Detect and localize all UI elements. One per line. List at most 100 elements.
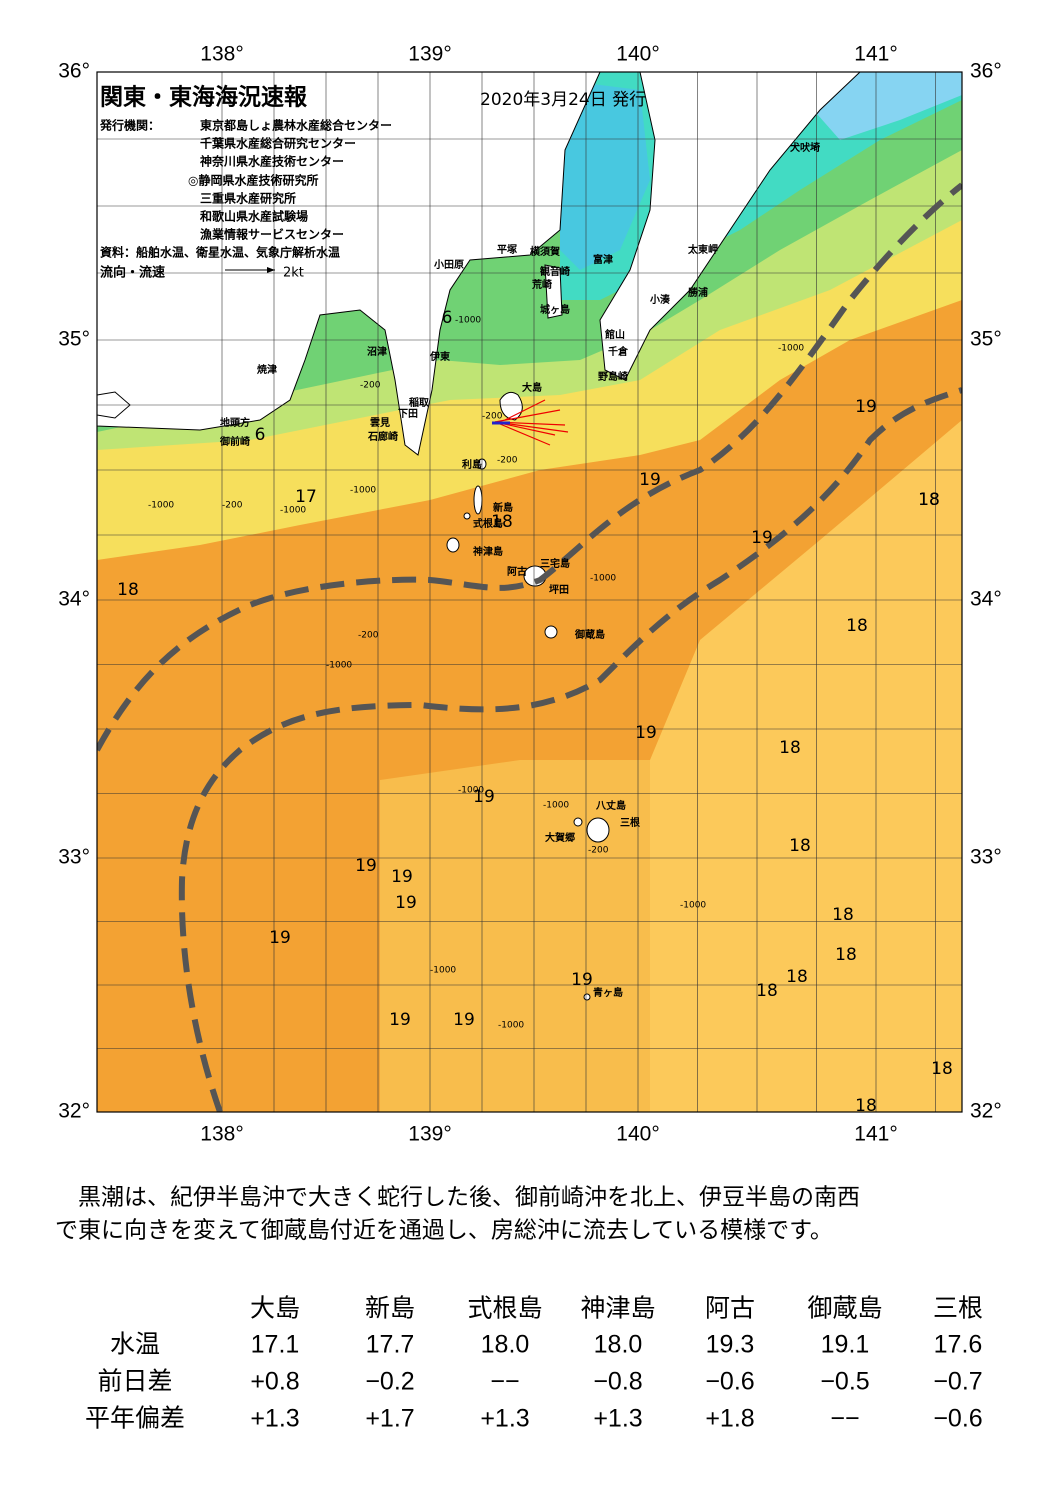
place-label: 阿古 <box>507 565 527 578</box>
isotherm-label: 18 <box>855 1096 877 1116</box>
table-cell: −0.6 <box>933 1405 982 1433</box>
table-cell: −0.7 <box>933 1368 982 1396</box>
place-label: 八丈島 <box>595 799 626 812</box>
lat-label-right: 35° <box>970 328 1002 351</box>
lon-label-bottom: 138° <box>200 1123 243 1146</box>
table-header: 新島 <box>365 1295 415 1323</box>
lon-label-top: 139° <box>408 43 451 66</box>
depth-label: -200 <box>482 412 503 422</box>
isotherm-label: 18 <box>117 580 139 600</box>
place-label: 太東岬 <box>687 243 718 256</box>
land <box>97 72 861 1001</box>
place-label: 小田原 <box>433 258 464 271</box>
place-label: 城ヶ島 <box>540 303 570 316</box>
isotherm-label: 17 <box>295 487 317 507</box>
isotherm-label: 18 <box>832 905 854 925</box>
place-label: 野島崎 <box>598 370 628 383</box>
place-label: 大賀郷 <box>545 831 575 844</box>
map-frame <box>96 71 963 1113</box>
depth-label: -1000 <box>498 1021 524 1031</box>
depth-label: -200 <box>497 456 518 466</box>
place-label: 荒崎 <box>531 278 552 291</box>
table-header: 式根島 <box>467 1295 542 1323</box>
isotherm-label: 18 <box>789 836 811 856</box>
place-label: 観音崎 <box>540 265 570 278</box>
lat-label-left: 34° <box>58 588 90 611</box>
table-cell: −0.8 <box>593 1368 642 1396</box>
isotherm-label: 19 <box>635 723 657 743</box>
lon-label-bottom: 140° <box>616 1123 659 1146</box>
table-cell: −0.6 <box>705 1368 754 1396</box>
graticule <box>97 72 962 1112</box>
title: 関東・東海海況速報 <box>100 84 308 111</box>
depth-label: -1000 <box>680 901 706 911</box>
place-label: 横須賀 <box>530 245 560 258</box>
isotherm-label: 19 <box>395 893 417 913</box>
place-label: 千倉 <box>608 345 629 358</box>
kuroshio-axis <box>97 182 962 1112</box>
lat-label-right: 32° <box>970 1100 1002 1123</box>
issuer: 和歌山県水産試験場 <box>199 209 308 224</box>
lat-label-right: 36° <box>970 60 1002 83</box>
table-header: 阿古 <box>705 1295 755 1323</box>
isotherm-label: 6 <box>442 308 453 328</box>
isotherm-label: 19 <box>571 970 593 990</box>
isotherm-label: 19 <box>473 787 495 807</box>
isotherm-label: 19 <box>389 1010 411 1030</box>
depth-label: -200 <box>360 381 381 391</box>
isotherm-label: 19 <box>855 397 877 417</box>
depth-label: -1000 <box>350 486 376 496</box>
place-label: 坪田 <box>549 583 569 596</box>
place-label: 神津島 <box>473 545 503 558</box>
lon-label-bottom: 141° <box>854 1123 897 1146</box>
place-label: 館山 <box>604 328 625 341</box>
sources: 資料：船舶水温、衛星水温、気象庁解析水温 <box>100 245 340 260</box>
issuer: 三重県水産研究所 <box>200 191 296 206</box>
isotherm-label: 18 <box>491 512 513 532</box>
legend-arrowhead <box>267 267 275 273</box>
issuer: 漁業情報サービスセンター <box>200 227 344 242</box>
depth-label: -1000 <box>148 501 174 511</box>
place-label: 大島 <box>522 381 542 394</box>
place-label: 沼津 <box>367 345 387 358</box>
place-label: 勝浦 <box>688 286 708 299</box>
row-label: 水温 <box>110 1331 160 1359</box>
depth-label: -1000 <box>458 786 484 796</box>
table-cell: −0.5 <box>820 1368 869 1396</box>
issuer-label: 発行機関： <box>99 118 160 133</box>
depth-label: -1000 <box>280 506 306 516</box>
current-vectors <box>492 399 569 446</box>
table-cell: +1.3 <box>250 1405 299 1433</box>
issuer: ◎静岡県水産技術研究所 <box>188 173 318 188</box>
place-label: 式根島 <box>473 517 503 530</box>
place-label: 犬吠埼 <box>790 141 820 154</box>
depth-label: -1000 <box>455 316 481 326</box>
place-label: 小湊 <box>649 293 671 306</box>
place-label: 地頭方 <box>220 416 250 429</box>
table-cell: −− <box>490 1368 519 1396</box>
lat-label-left: 36° <box>58 60 90 83</box>
table-cell: +1.7 <box>365 1405 414 1433</box>
place-label: 下田 <box>398 408 418 420</box>
table-header: 三根 <box>933 1295 983 1323</box>
place-label: 御蔵島 <box>574 628 605 641</box>
table-cell: −− <box>830 1405 859 1433</box>
issuer: 東京都島しょ農林水産総合センター <box>200 118 392 133</box>
place-label: 富津 <box>593 253 613 266</box>
lat-label-right: 33° <box>970 846 1002 869</box>
isotherm-label: 19 <box>453 1010 475 1030</box>
date: 2020年3月24日 発行 <box>480 90 646 110</box>
table-header: 御蔵島 <box>807 1295 882 1323</box>
place-label: 焼津 <box>257 363 277 376</box>
depth-label: -1000 <box>430 966 456 976</box>
table-cell: +1.3 <box>593 1405 642 1433</box>
isotherm-label: 18 <box>846 616 868 636</box>
isotherm-label: 19 <box>391 867 413 887</box>
place-label: 新島 <box>493 501 513 514</box>
isotherm-label: 18 <box>918 490 940 510</box>
table-cell: 19.3 <box>706 1331 755 1359</box>
table-header: 神津島 <box>580 1295 655 1323</box>
issuer: 千葉県水産総合研究センター <box>200 136 356 151</box>
place-label: 伊東 <box>429 350 450 363</box>
